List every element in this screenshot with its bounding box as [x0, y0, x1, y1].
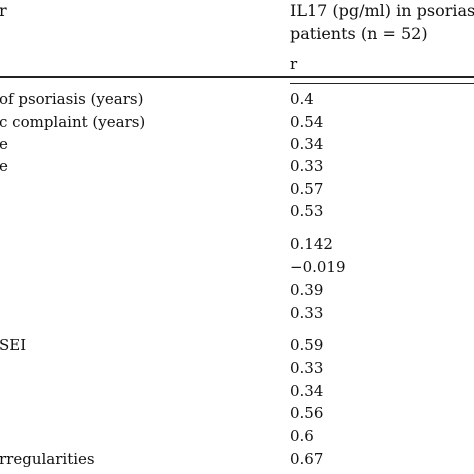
row-value: 0.33 [290, 304, 324, 322]
row-value: 0.67 [290, 450, 324, 468]
row-label: of psoriasis (years) [0, 90, 144, 108]
row-value: 0.33 [290, 157, 324, 175]
row-value: 0.142 [290, 235, 333, 253]
row-value: 0.54 [290, 113, 324, 131]
header-left-label: r [0, 1, 7, 20]
row-value: 0.59 [290, 336, 324, 354]
row-value: 0.53 [290, 202, 324, 220]
row-label: rregularities [0, 450, 95, 468]
row-value: 0.33 [290, 359, 324, 377]
row-label: SEI [0, 336, 27, 354]
row-value: 0.56 [290, 404, 324, 422]
header-rule-thick [0, 76, 474, 78]
subheader-r: r [290, 55, 298, 73]
subheader-rule [290, 83, 474, 84]
header-right-title: IL17 (pg/ml) in psorias [290, 1, 474, 20]
row-value: 0.34 [290, 135, 324, 153]
row-label: e [0, 157, 8, 175]
header-right-subtitle: patients (n = 52) [290, 24, 428, 43]
row-value: 0.4 [290, 90, 314, 108]
row-value: −0.019 [290, 258, 346, 276]
row-value: 0.6 [290, 427, 314, 445]
row-value: 0.57 [290, 180, 324, 198]
row-value: 0.39 [290, 281, 324, 299]
row-label: c complaint (years) [0, 113, 146, 131]
row-label: e [0, 135, 8, 153]
row-value: 0.34 [290, 382, 324, 400]
